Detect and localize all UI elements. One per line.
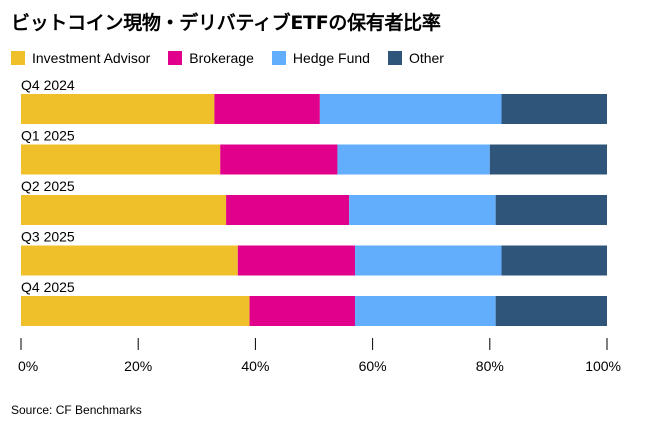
- x-tick-label-100: 100%: [585, 358, 621, 374]
- x-tick-label-20: 20%: [124, 358, 152, 374]
- legend-swatch-brokerage: [168, 51, 183, 65]
- category-label-q3-2025: Q3 2025: [21, 229, 75, 245]
- bar-investment-advisor-q2-2025: [21, 195, 227, 225]
- category-label-q4-2025: Q4 2025: [21, 279, 75, 295]
- bar-investment-advisor-q3-2025: [21, 245, 238, 276]
- bar-hedge-fund-q4-2025: [355, 296, 496, 326]
- legend: Investment Advisor Brokerage Hedge Fund …: [11, 50, 462, 66]
- bar-brokerage-q1-2025: [220, 144, 338, 175]
- bar-brokerage-q3-2025: [237, 245, 356, 276]
- legend-label-other: Other: [408, 50, 444, 66]
- bar-investment-advisor-q1-2025: [21, 144, 221, 175]
- category-label-q2-2025: Q2 2025: [21, 178, 75, 194]
- legend-item-investment-advisor: Investment Advisor: [11, 50, 150, 66]
- bar-brokerage-q2-2025: [226, 195, 350, 225]
- legend-swatch-other: [387, 51, 402, 65]
- bar-other-q4-2025: [495, 296, 607, 326]
- legend-swatch-investment-advisor: [11, 51, 25, 65]
- legend-item-brokerage: Brokerage: [168, 50, 254, 66]
- category-label-q1-2025: Q1 2025: [21, 128, 75, 144]
- legend-swatch-hedge-fund: [271, 51, 286, 65]
- x-tick-label-80: 80%: [476, 358, 504, 374]
- bar-hedge-fund-q3-2025: [355, 245, 502, 276]
- bar-hedge-fund-q2-2025: [349, 195, 496, 225]
- legend-item-hedge-fund: Hedge Fund: [271, 50, 370, 66]
- x-tick-label-40: 40%: [241, 358, 269, 374]
- bar-investment-advisor-q4-2024: [21, 94, 215, 124]
- x-tick-label-0: 0%: [18, 358, 38, 374]
- bar-hedge-fund-q4-2024: [319, 94, 502, 124]
- legend-item-other: Other: [387, 50, 444, 66]
- legend-label-investment-advisor: Investment Advisor: [32, 50, 151, 66]
- bar-other-q4-2024: [501, 94, 607, 124]
- bar-brokerage-q4-2024: [214, 94, 320, 124]
- source-note: Source: CF Benchmarks: [11, 403, 142, 417]
- legend-label-hedge-fund: Hedge Fund: [292, 50, 370, 66]
- bar-brokerage-q4-2025: [249, 296, 356, 326]
- legend-label-brokerage: Brokerage: [189, 50, 254, 66]
- bar-hedge-fund-q1-2025: [337, 144, 490, 175]
- category-label-q4-2024: Q4 2024: [21, 77, 75, 93]
- chart-title: ビットコイン現物・デリバティブETFの保有者比率: [11, 12, 441, 34]
- x-tick-label-60: 60%: [359, 358, 387, 374]
- bar-investment-advisor-q4-2025: [21, 296, 250, 326]
- bar-other-q2-2025: [495, 195, 607, 225]
- bar-other-q1-2025: [489, 144, 607, 175]
- bar-other-q3-2025: [501, 245, 607, 276]
